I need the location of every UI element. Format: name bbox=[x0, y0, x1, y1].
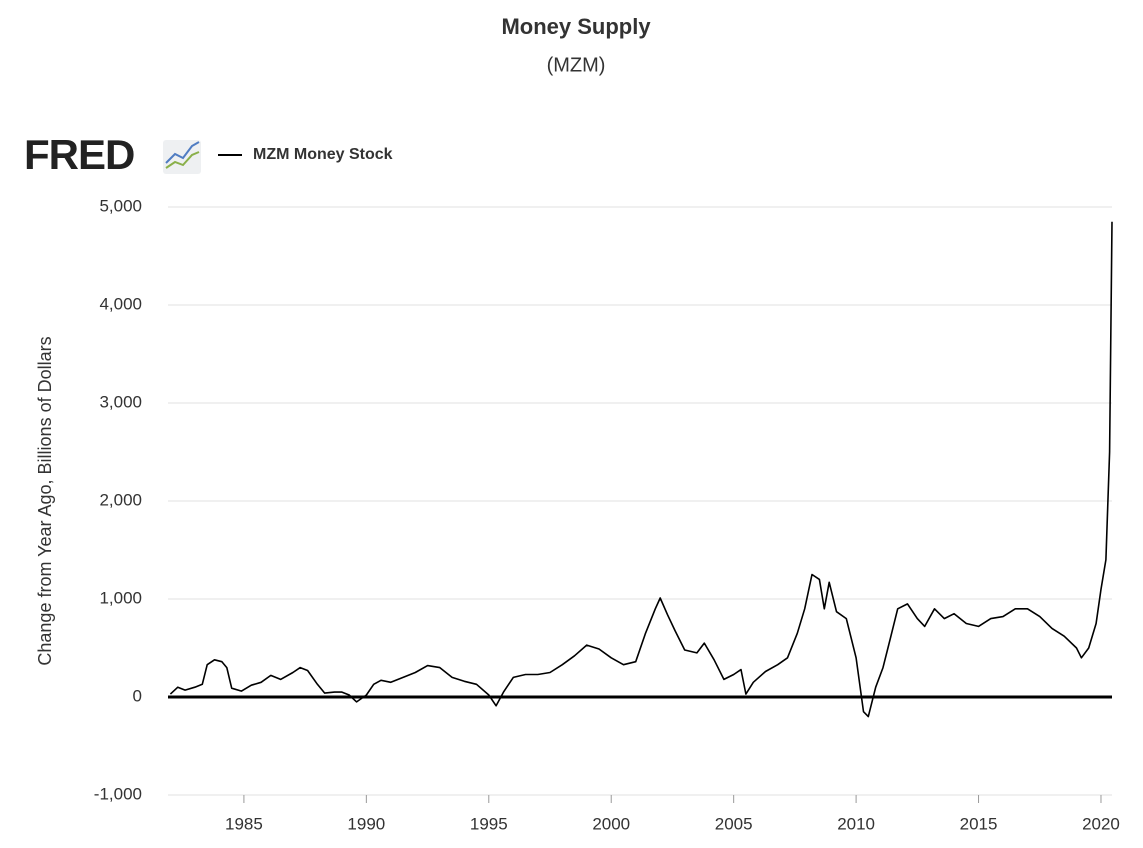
x-tick-label: 1995 bbox=[470, 814, 508, 833]
x-tick-label: 2005 bbox=[715, 814, 753, 833]
x-tick-label: 2020 bbox=[1082, 814, 1120, 833]
chart-subtitle: (MZM) bbox=[547, 54, 606, 76]
chart-title: Money Supply bbox=[501, 14, 651, 39]
logo-icon-line bbox=[165, 141, 200, 164]
x-tick-label: 2015 bbox=[960, 814, 998, 833]
y-tick-label: 1,000 bbox=[99, 588, 142, 607]
y-tick-label: 4,000 bbox=[99, 294, 142, 313]
x-tick-label: 1990 bbox=[347, 814, 385, 833]
logo-text: FRED bbox=[24, 131, 134, 178]
logo-icon-line bbox=[165, 151, 200, 169]
logo: FRED bbox=[24, 131, 201, 178]
x-tick-label: 2000 bbox=[592, 814, 630, 833]
x-tick-label: 1985 bbox=[225, 814, 263, 833]
y-axis-label: Change from Year Ago, Billions of Dollar… bbox=[35, 336, 55, 665]
y-tick-label: -1,000 bbox=[94, 784, 142, 803]
y-tick-label: 3,000 bbox=[99, 392, 142, 411]
y-tick-label: 0 bbox=[133, 686, 142, 705]
x-tick-label: 2010 bbox=[837, 814, 875, 833]
y-tick-label: 2,000 bbox=[99, 490, 142, 509]
y-tick-label: 5,000 bbox=[99, 196, 142, 215]
series-line bbox=[169, 221, 1113, 718]
legend-label: MZM Money Stock bbox=[253, 146, 393, 163]
